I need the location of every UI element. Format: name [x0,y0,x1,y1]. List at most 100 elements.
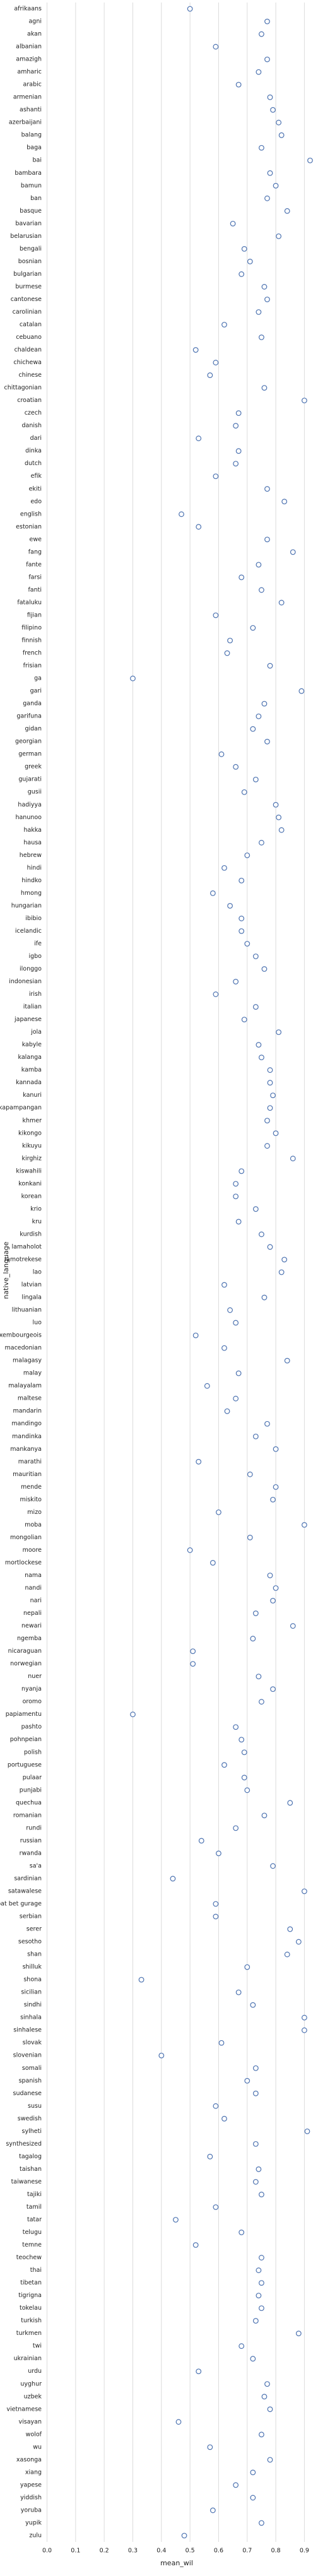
dot [244,1964,250,1970]
y-tick-label: sa'a [30,1862,42,1869]
y-tick-label: romanian [13,1812,42,1819]
y-tick-label: german [18,751,42,758]
y-tick-label: yupik [25,2519,42,2526]
y-tick-label: catalan [20,321,42,328]
dot [273,1484,279,1490]
dot [259,2255,264,2260]
dot [267,94,273,100]
y-tick-label: nyanja [21,1686,42,1693]
dot [196,2368,202,2375]
dot [233,1181,239,1187]
y-tick-label: slovenian [13,2052,42,2059]
dot [264,297,270,302]
dot [267,663,273,669]
y-tick-label: ife [34,940,42,947]
y-tick-label: icelandic [15,928,42,935]
dot [276,814,282,820]
y-tick-label: wolof [26,2431,42,2438]
y-tick-label: igbo [28,953,42,960]
y-tick-label: sicilian [21,1989,42,1996]
y-tick-label: marathi [18,1458,42,1465]
y-tick-label: cantonese [11,296,42,303]
dot [238,2343,245,2349]
y-tick-label: luo [33,1320,42,1326]
y-tick-label: chichewa [13,359,42,366]
dot [235,448,242,454]
y-tick-label: pulaar [23,1774,42,1781]
y-tick-label: japanese [14,1016,42,1023]
dot [278,600,285,606]
dot [267,170,273,176]
dot [264,738,270,745]
dot [259,31,264,37]
y-tick-label: ngemba [17,1635,42,1642]
dot [252,954,259,959]
y-tick-label: tamil [26,2204,42,2211]
dot [233,1193,239,1200]
x-tick-label: 0.1 [71,2548,80,2555]
y-tick-label: maltese [18,1395,42,1402]
dot [252,1004,259,1010]
x-tick-label: 0.8 [271,2548,281,2555]
y-tick-label: mongolian [10,1534,42,1541]
dot [218,751,225,757]
y-tick-label: tigrigna [18,2292,42,2299]
dot [278,827,285,833]
y-tick-label: urdu [28,2368,42,2375]
y-tick-label: fante [26,561,42,568]
y-tick-label: croatian [17,397,42,404]
y-tick-label: fanti [28,586,42,593]
y-tick-label: rundi [26,1824,42,1831]
y-tick-label: hadiyya [18,801,42,808]
dot [302,398,307,404]
y-tick-label: kurdish [20,1231,42,1238]
dot [250,2495,256,2501]
dot [235,1219,242,1225]
y-tick-label: mortlockese [5,1559,42,1566]
dot [256,2166,262,2172]
x-tick-label: 0.2 [100,2548,109,2555]
y-tick-label: tagalog [19,2153,42,2160]
dot [227,1307,233,1313]
dot [198,1838,204,1844]
dot [170,1876,176,1882]
y-tick-label: malay [23,1370,42,1377]
dot [192,347,199,353]
y-tick-label: georgian [15,738,42,745]
y-tick-label: hmong [21,890,42,897]
y-tick-label: mauritian [13,1471,42,1478]
dot [252,2141,259,2147]
y-tick-label: fataluku [17,599,42,606]
dot [252,1433,259,1439]
y-tick-label: lamotrekese [4,1256,42,1263]
dot [241,789,247,795]
y-tick-label: jola [30,1029,42,1036]
dot [235,410,242,417]
dot [252,1206,259,1212]
dot [270,1496,276,1503]
dot [259,2280,264,2286]
y-tick-label: gusii [28,789,42,796]
y-tick-label: susu [28,2103,42,2110]
y-tick-label: efik [31,473,42,480]
y-tick-label: akan [27,31,42,38]
dot [284,1951,290,1958]
dot [267,2457,273,2463]
dot [213,1913,219,1920]
y-tick-label: turkmen [16,2330,42,2337]
y-tick-label: ashanti [20,107,42,114]
y-tick-label: twi [33,2343,42,2349]
y-tick-label: indonesian [9,978,42,985]
dot [276,119,282,126]
y-tick-label: sinhalese [13,2027,42,2034]
x-tick-label: 0.9 [300,2548,309,2555]
dot [213,44,219,50]
dot [267,1244,273,1250]
y-tick-label: kamba [21,1066,42,1073]
y-tick-label: bai [33,157,42,164]
y-tick-label: hindko [21,877,42,884]
y-tick-label: fijian [27,612,42,618]
dot [209,1560,216,1566]
dot [238,916,245,921]
y-tick-label: kirghiz [21,1155,42,1162]
